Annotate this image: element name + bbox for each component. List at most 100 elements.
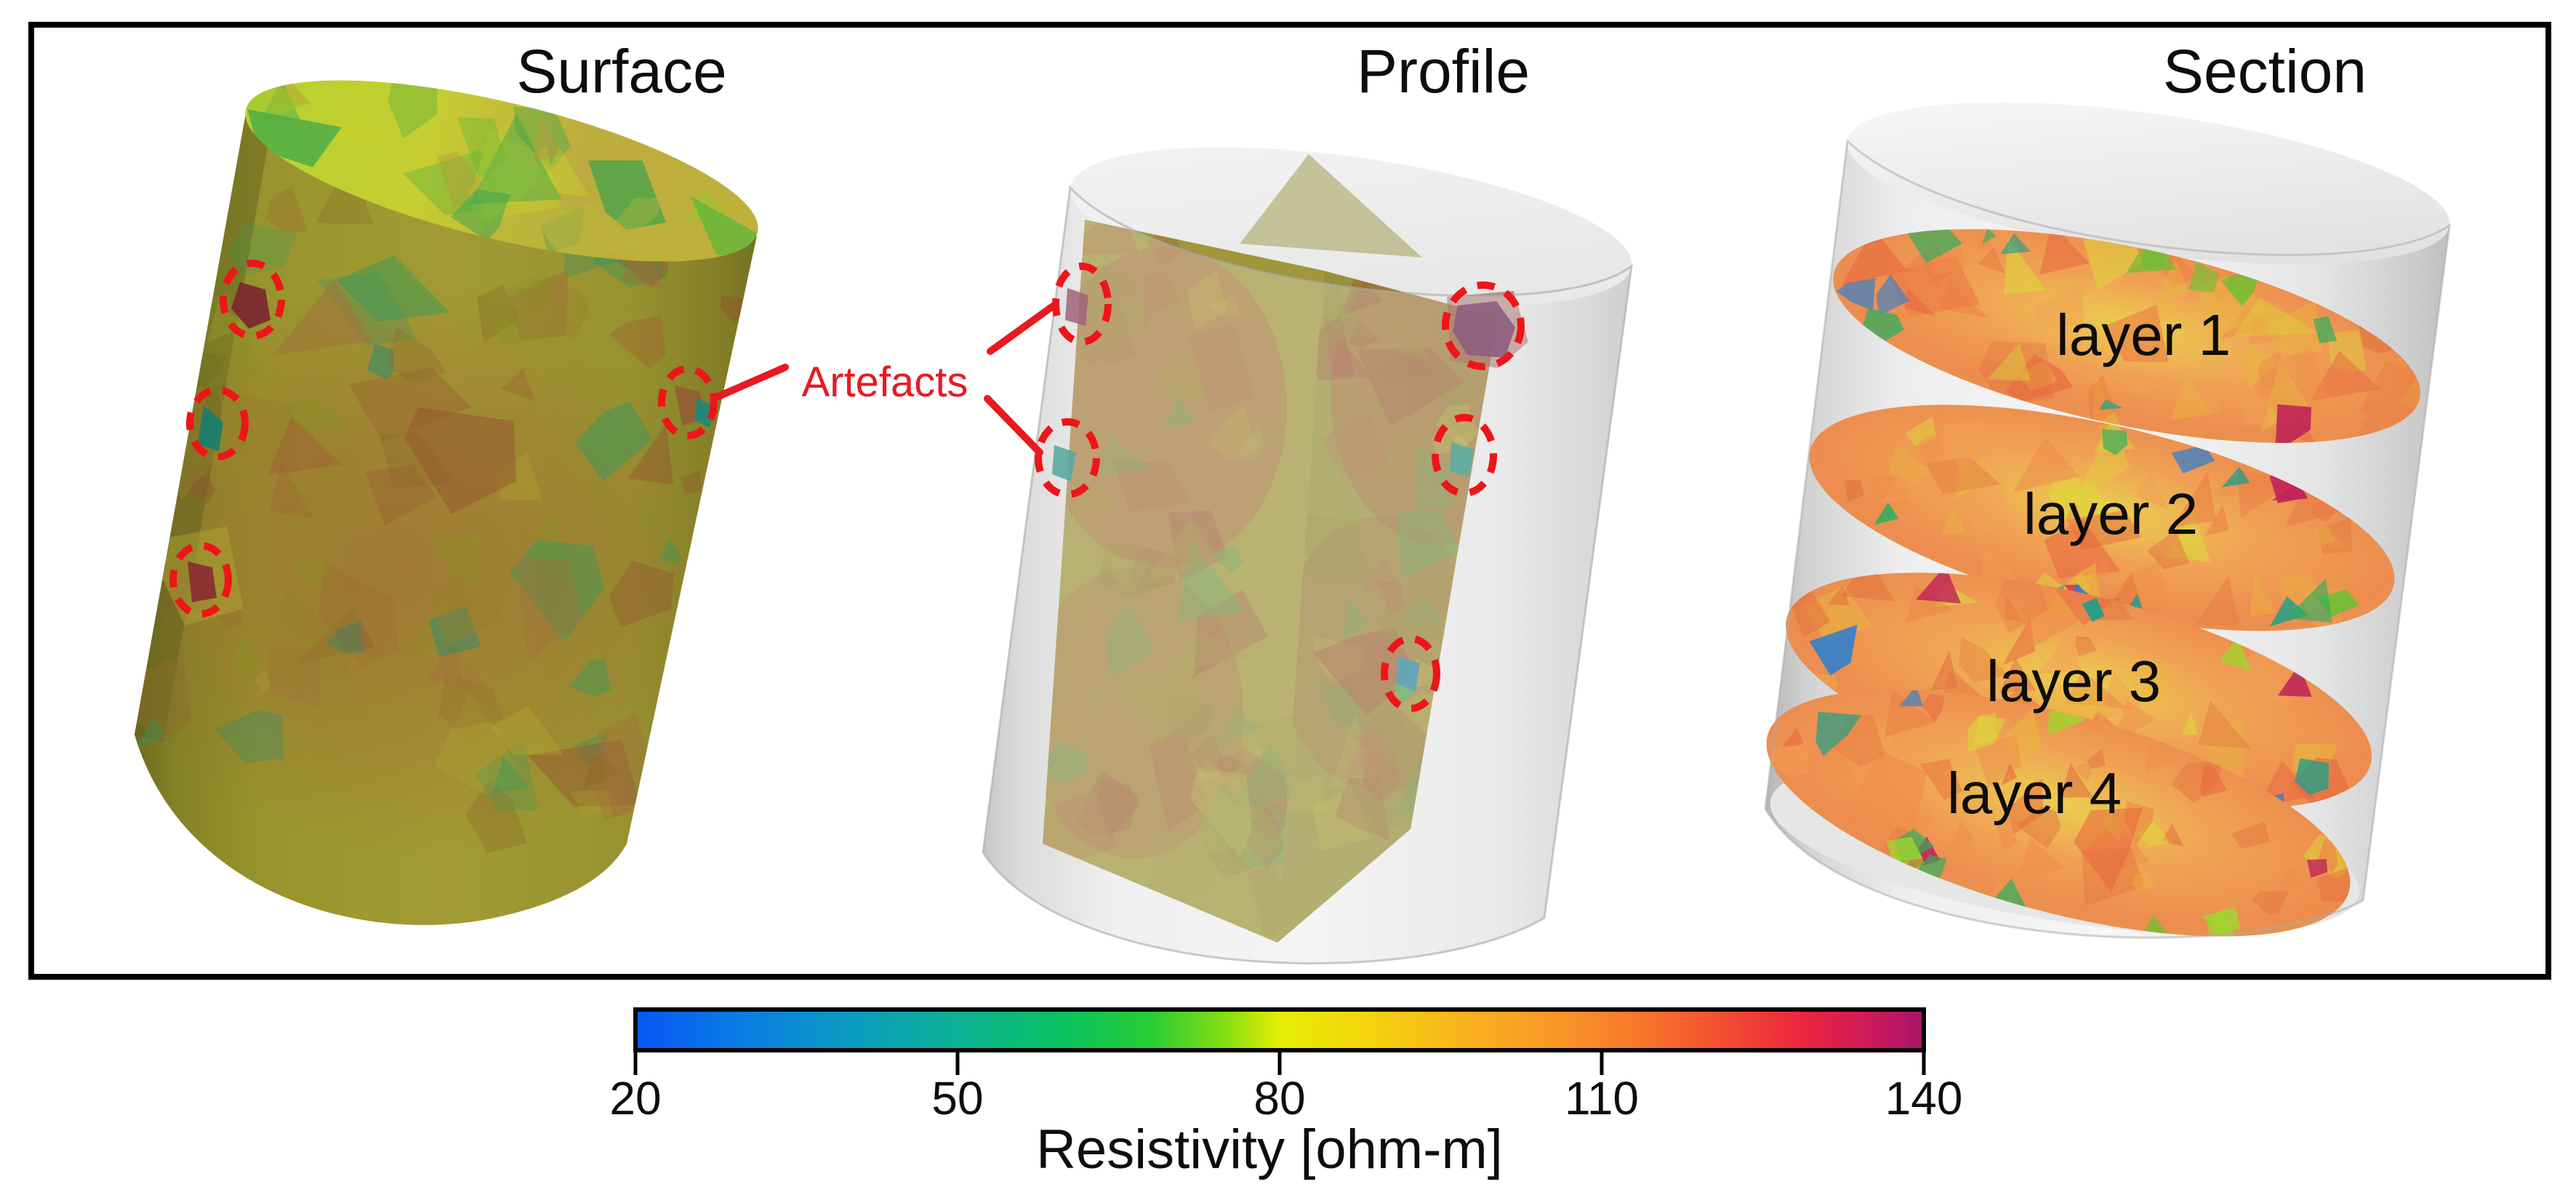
texture-patch	[532, 114, 563, 161]
texture-patch	[1079, 684, 1105, 712]
texture-patch	[2196, 386, 2220, 415]
surface-title: Surface	[516, 37, 727, 105]
leader-line	[715, 364, 789, 400]
texture-patch	[1043, 802, 1083, 852]
texture-patch	[1168, 695, 1213, 745]
texture-patch	[336, 255, 451, 322]
profile-cross-plane-right	[1277, 271, 1498, 943]
colorbar-tick-label: 110	[1565, 1072, 1639, 1124]
texture-patch	[2021, 578, 2079, 650]
texture-patch	[475, 740, 539, 812]
texture-patch	[2066, 670, 2128, 709]
texture-patch	[2135, 472, 2169, 511]
texture-patch	[317, 271, 417, 346]
texture-patch	[1360, 554, 1397, 594]
texture-patch	[2013, 436, 2080, 493]
texture-patch	[1190, 769, 1252, 858]
texture-patch	[1350, 700, 1416, 771]
colorbar-title: Resistivity [ohm-m]	[1036, 1119, 1503, 1180]
texture-patch	[1349, 753, 1429, 836]
leader-line	[984, 395, 1043, 456]
texture-patch	[2204, 505, 2229, 536]
texture-patch	[490, 706, 563, 756]
texture-patch	[1899, 685, 1924, 707]
colorbar-tick-label: 50	[931, 1072, 983, 1124]
texture-patch	[1999, 657, 2036, 692]
texture-patch	[1836, 278, 1876, 311]
artifact-circle	[1035, 418, 1100, 498]
texture-patch	[431, 545, 503, 647]
texture-patch	[465, 780, 527, 853]
texture-patch	[2074, 764, 2092, 781]
layer-2-label: layer 2	[2023, 481, 2198, 546]
texture-patch	[2263, 300, 2323, 356]
artifact-circle	[658, 365, 718, 439]
texture-patch	[2037, 629, 2082, 674]
texture-patch	[1874, 502, 1899, 525]
texture-patch	[527, 739, 641, 807]
texture-patch	[515, 556, 583, 661]
texture-patch	[573, 732, 607, 765]
texture-patch	[1888, 448, 1930, 485]
texture-patch	[1768, 740, 1810, 777]
texture-patch	[2000, 233, 2031, 255]
texture-patch	[2198, 700, 2251, 749]
texture-patch	[332, 595, 365, 633]
texture-patch	[1097, 434, 1152, 476]
disk-face	[1766, 690, 2351, 937]
texture-patch	[188, 472, 216, 504]
artifact-circle	[220, 260, 285, 340]
layer-4-label: layer 4	[1947, 761, 2122, 826]
texture-patch	[2044, 519, 2121, 579]
texture-patch	[2182, 712, 2198, 735]
texture-patch	[1904, 416, 1936, 447]
texture-patch	[207, 302, 246, 343]
profile-plane-left-texture	[1043, 220, 1314, 943]
profile-cross-plane-left	[1043, 220, 1323, 943]
texture-patch	[657, 537, 682, 562]
texture-patch	[268, 587, 353, 687]
artifact-circle	[1381, 635, 1440, 712]
texture-patch	[1073, 291, 1145, 367]
texture-patch	[2171, 444, 2215, 473]
disk-face	[1786, 572, 2372, 810]
texture-patch	[1909, 806, 1935, 834]
texture-patch	[2212, 453, 2292, 497]
texture-patch	[2146, 740, 2172, 774]
texture-patch	[1844, 479, 1864, 503]
texture-patch	[1248, 714, 1301, 779]
texture-patch	[2058, 500, 2085, 534]
texture-patch	[1869, 476, 1908, 516]
leader-line	[987, 303, 1056, 355]
texture-patch	[1168, 510, 1229, 583]
artifact-blob	[1396, 657, 1420, 692]
texture-patch	[1921, 694, 1944, 722]
texture-patch	[1907, 433, 1946, 467]
texture-patch	[216, 606, 244, 628]
texture-patch	[1318, 277, 1375, 343]
texture-patch	[1148, 820, 1220, 903]
texture-patch	[1978, 247, 2006, 274]
texture-patch	[1845, 750, 1927, 838]
texture-patch	[272, 279, 372, 356]
texture-patch	[681, 469, 702, 495]
texture-patch	[451, 189, 510, 241]
texture-patch	[2197, 719, 2245, 778]
texture-patch	[507, 269, 569, 340]
layer-1-label: layer 1	[2056, 303, 2231, 367]
texture-patch	[2005, 596, 2022, 622]
texture-patch	[1906, 585, 1954, 623]
artifact-circle	[1442, 281, 1525, 370]
texture-patch	[348, 367, 472, 443]
texture-patch	[469, 114, 562, 204]
texture-patch	[1319, 412, 1390, 476]
texture-patch	[2196, 575, 2239, 626]
texture-patch	[299, 606, 375, 662]
texture-patch	[2098, 399, 2124, 410]
texture-patch	[1349, 319, 1380, 348]
profile-back-plane-wedge	[1240, 154, 1422, 257]
texture-patch	[2039, 223, 2090, 275]
colorbar-ticks	[633, 1052, 1926, 1075]
colorbar-gradient-bar	[633, 1007, 1926, 1052]
